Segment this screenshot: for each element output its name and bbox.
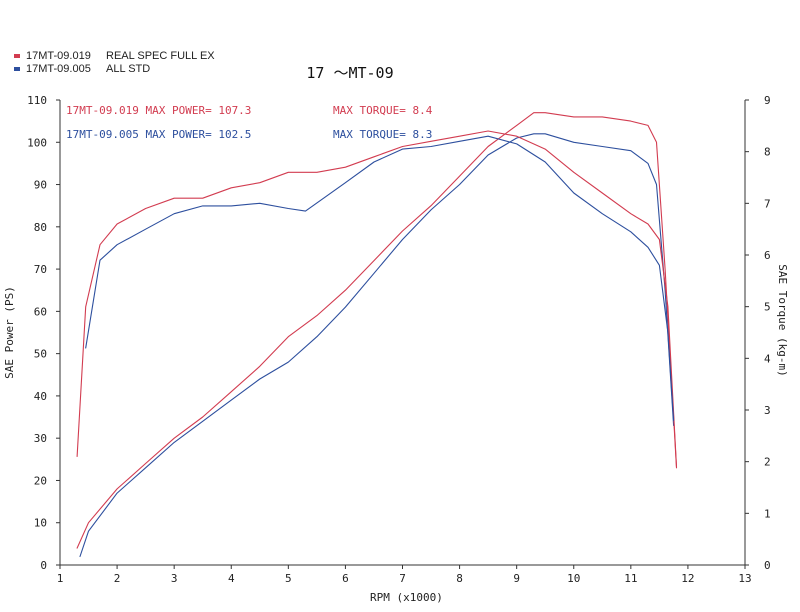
legend-swatch-blue [14,67,20,72]
y-tick-label: 10 [34,517,47,530]
y-tick-label: 100 [27,136,47,149]
chart-ticks: 1 2 3 4 5 6 7 8 9 10 11 12 1301020304050607080901001… [27,94,771,585]
y-tick-label: 80 [34,221,47,234]
y2-tick-label: 8 [764,146,771,159]
y-tick-label: 60 [34,305,47,318]
legend-item-blue: 17MT-09.005 ALL STD [14,63,150,75]
x-axis-label: RPM (x1000) [370,591,443,604]
torque-line-blue [85,135,675,421]
legend-swatch-red [14,54,20,59]
x-tick-label: 9 [513,572,520,585]
legend-id: 17MT-09.005 [26,63,91,75]
x-tick-label: 3 [171,572,178,585]
x-tick-label: 7 [399,572,406,585]
y-tick-label: 30 [34,432,47,445]
power-line-red [76,112,678,549]
annotation-blue-torque: MAX TORQUE= 8.3 [333,128,433,141]
y2-tick-label: 2 [764,456,771,469]
x-tick-label: 5 [285,572,292,585]
y2-tick-label: 0 [764,559,771,572]
legend-desc: ALL STD [106,63,151,75]
y-tick-label: 70 [34,263,47,276]
chart-title: 17 ～MT-09 [306,64,394,82]
y2-tick-label: 5 [764,301,771,314]
y2-tick-label: 7 [764,197,771,210]
y2-tick-label: 3 [764,404,771,417]
x-tick-label: 11 [624,572,637,585]
y2-tick-label: 9 [764,94,771,107]
x-tick-label: 2 [114,572,121,585]
x-tick-label: 8 [456,572,463,585]
chart-axes [59,100,746,566]
legend-desc: REAL SPEC FULL EX [106,50,215,62]
y2-tick-label: 4 [764,352,771,365]
x-tick-label: 10 [567,572,580,585]
y2-axis-label: SAE Torque (kg-m) [775,264,789,377]
power-line-blue [79,133,675,558]
y-tick-label: 90 [34,179,47,192]
annotation-red-torque: MAX TORQUE= 8.4 [333,104,433,117]
x-tick-label: 12 [681,572,694,585]
chart-series-lines [76,112,678,558]
y-tick-label: 110 [27,94,47,107]
x-tick-label: 4 [228,572,235,585]
y-tick-label: 20 [34,474,47,487]
y-axis-label: SAE Power (PS) [2,286,16,379]
legend-id: 17MT-09.019 [26,50,91,62]
x-tick-label: 6 [342,572,349,585]
y2-tick-label: 6 [764,249,771,262]
legend-item-red: 17MT-09.019 REAL SPEC FULL EX [14,50,215,62]
y-tick-label: 50 [34,348,47,361]
annotation-blue-power: 17MT-09.005 MAX POWER= 102.5 [66,128,252,141]
y-tick-label: 0 [40,559,47,572]
annotation-red-power: 17MT-09.019 MAX POWER= 107.3 [66,104,252,117]
x-tick-label: 1 [57,572,64,585]
y-tick-label: 40 [34,390,47,403]
y2-tick-label: 1 [764,507,771,520]
x-tick-label: 13 [738,572,751,585]
torque-line-red [76,130,678,468]
